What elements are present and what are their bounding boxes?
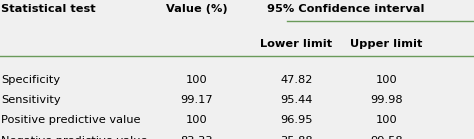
Text: 99.98: 99.98 (370, 95, 402, 105)
Text: 95.44: 95.44 (280, 95, 312, 105)
Text: 35.88: 35.88 (280, 136, 312, 139)
Text: 83.33: 83.33 (181, 136, 213, 139)
Text: Positive predictive value: Positive predictive value (1, 115, 141, 125)
Text: Upper limit: Upper limit (350, 39, 422, 49)
Text: 47.82: 47.82 (280, 75, 312, 85)
Text: Statistical test: Statistical test (1, 4, 96, 14)
Text: 96.95: 96.95 (280, 115, 312, 125)
Text: Specificity: Specificity (1, 75, 61, 85)
Text: Value (%): Value (%) (166, 4, 228, 14)
Text: Lower limit: Lower limit (260, 39, 332, 49)
Text: 99.17: 99.17 (181, 95, 213, 105)
Text: 99.58: 99.58 (370, 136, 402, 139)
Text: Negative predictive value: Negative predictive value (1, 136, 148, 139)
Text: 95% Confidence interval: 95% Confidence interval (267, 4, 425, 14)
Text: 100: 100 (186, 75, 208, 85)
Text: 100: 100 (186, 115, 208, 125)
Text: Sensitivity: Sensitivity (1, 95, 61, 105)
Text: 100: 100 (375, 75, 397, 85)
Text: 100: 100 (375, 115, 397, 125)
